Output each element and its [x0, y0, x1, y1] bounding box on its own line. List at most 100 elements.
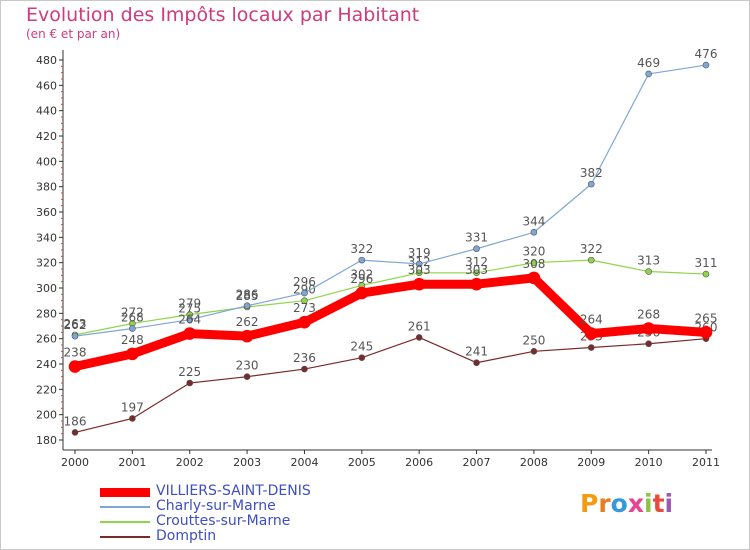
- x-tick-label: 2010: [635, 456, 663, 469]
- data-label: 197: [121, 400, 144, 414]
- data-label: 303: [408, 263, 431, 277]
- data-point: [183, 327, 197, 340]
- legend-item: Charly-sur-Marne: [100, 499, 400, 514]
- data-point: [129, 325, 136, 332]
- logo-letter: o: [610, 489, 628, 518]
- chart-legend: VILLIERS-SAINT-DENIS Charly-sur-Marne Crou…: [100, 484, 400, 544]
- y-tick-label: 240: [36, 358, 57, 371]
- data-point: [358, 256, 366, 264]
- data-label: 272: [121, 305, 144, 319]
- x-tick-label: 2000: [61, 456, 89, 469]
- data-label: 186: [64, 414, 87, 428]
- series-line: [70, 273, 711, 372]
- data-label: 313: [637, 254, 660, 268]
- data-label: 311: [695, 256, 718, 270]
- series-line: [74, 64, 707, 337]
- legend-label: VILLIERS-SAINT-DENIS: [156, 483, 311, 499]
- data-label: 285: [236, 289, 259, 303]
- x-tick-label: 2005: [348, 456, 376, 469]
- y-tick-label: 420: [36, 130, 57, 143]
- data-point: [301, 289, 308, 297]
- data-point: [470, 277, 483, 291]
- data-label: 225: [178, 365, 201, 379]
- x-tick-label: 2011: [692, 456, 720, 469]
- data-label: 322: [580, 242, 603, 256]
- y-tick-label: 480: [36, 54, 57, 67]
- data-point: [243, 302, 251, 310]
- data-point: [301, 365, 308, 373]
- data-label: 302: [350, 267, 373, 281]
- data-point: [587, 344, 595, 351]
- data-label: 241: [465, 345, 488, 359]
- data-point: [68, 360, 82, 373]
- logo-letter: i: [664, 489, 674, 518]
- data-label: 268: [121, 311, 144, 325]
- y-tick-label: 300: [36, 282, 57, 295]
- data-point: [71, 429, 79, 436]
- data-label: 312: [465, 255, 488, 269]
- legend-swatch: [100, 487, 150, 497]
- y-tick-label: 200: [36, 409, 57, 422]
- legend-label: Charly-sur-Marne: [156, 498, 276, 514]
- data-label: 245: [350, 340, 373, 354]
- legend-item: VILLIERS-SAINT-DENIS: [100, 484, 400, 499]
- data-label: 264: [580, 313, 603, 327]
- data-label: 230: [236, 359, 259, 373]
- data-label: 322: [350, 242, 373, 256]
- data-label: 248: [121, 333, 144, 347]
- data-point: [415, 260, 423, 268]
- y-tick-label: 340: [36, 231, 57, 244]
- legend-label: Crouttes-sur-Marne: [156, 513, 291, 529]
- data-label: 279: [178, 297, 201, 311]
- data-point: [301, 297, 308, 304]
- y-tick-label: 180: [36, 434, 57, 447]
- x-tick-label: 2003: [233, 456, 261, 469]
- data-point: [530, 228, 538, 236]
- data-label: 320: [522, 245, 545, 259]
- data-point: [473, 245, 480, 253]
- data-point: [71, 332, 79, 340]
- data-label: 331: [465, 231, 488, 245]
- chart-subtitle: (en € et par an): [26, 27, 121, 41]
- legend-swatch: [100, 506, 150, 508]
- data-point: [527, 271, 541, 285]
- logo-letter: r: [598, 489, 611, 518]
- data-point: [584, 327, 598, 340]
- data-label: 308: [522, 257, 545, 271]
- data-point: [473, 269, 480, 277]
- x-tick-label: 2004: [290, 456, 318, 469]
- data-point: [126, 347, 139, 361]
- data-point: [240, 329, 254, 343]
- y-tick-label: 220: [36, 383, 57, 396]
- data-point: [645, 340, 652, 348]
- legend-label: Domptin: [156, 528, 217, 544]
- data-point: [587, 256, 595, 264]
- y-tick-label: 260: [36, 333, 57, 346]
- data-point: [298, 315, 311, 329]
- data-point: [530, 348, 538, 355]
- series-line: [74, 336, 707, 433]
- data-label: 344: [522, 214, 545, 228]
- y-tick-label: 360: [36, 206, 57, 219]
- data-label: 296: [350, 272, 373, 286]
- legend-item: Domptin: [100, 529, 400, 544]
- data-label: 275: [178, 302, 201, 316]
- data-point: [415, 269, 423, 277]
- data-point: [186, 316, 194, 323]
- data-point: [645, 70, 652, 78]
- proxiti-logo: Proxiti: [580, 489, 673, 518]
- legend-item: Crouttes-sur-Marne: [100, 514, 400, 529]
- data-point: [530, 259, 538, 266]
- data-point: [415, 334, 423, 341]
- data-point: [355, 286, 369, 300]
- data-point: [645, 268, 652, 275]
- data-label: 273: [293, 301, 316, 315]
- x-tick-label: 2001: [118, 456, 146, 469]
- data-label: 263: [64, 317, 87, 331]
- data-label: 268: [637, 308, 660, 322]
- data-point: [243, 373, 251, 380]
- data-point: [699, 326, 713, 339]
- data-label: 286: [236, 288, 259, 302]
